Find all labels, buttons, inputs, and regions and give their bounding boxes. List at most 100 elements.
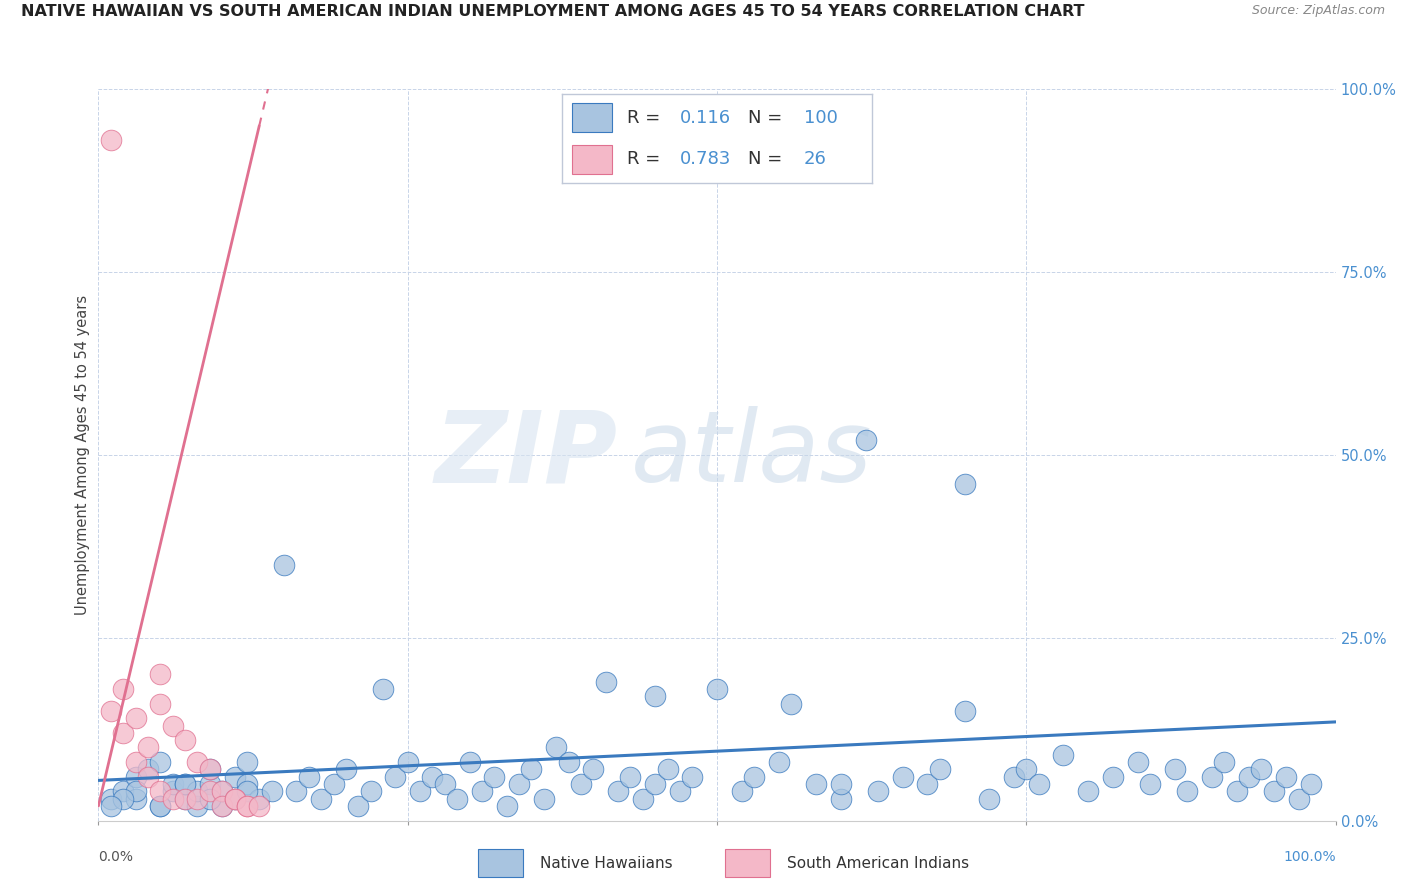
Point <box>396 755 419 769</box>
Point <box>174 791 197 805</box>
Point <box>546 740 568 755</box>
Point <box>384 770 406 784</box>
Point <box>433 777 456 791</box>
Text: 26: 26 <box>804 150 827 168</box>
Point <box>149 755 172 769</box>
Point <box>1002 770 1025 784</box>
Point <box>1052 747 1074 762</box>
Point <box>236 799 259 814</box>
Point <box>458 755 481 769</box>
Point <box>224 791 246 805</box>
Text: 0.783: 0.783 <box>681 150 731 168</box>
Point <box>162 718 184 732</box>
Point <box>508 777 530 791</box>
Point <box>236 777 259 791</box>
Point <box>1102 770 1125 784</box>
Point <box>149 697 172 711</box>
Point <box>124 784 146 798</box>
Point <box>112 784 135 798</box>
Point <box>422 770 444 784</box>
Text: R =: R = <box>627 150 661 168</box>
Text: 0.0%: 0.0% <box>98 850 134 863</box>
Point <box>780 697 803 711</box>
Point <box>446 791 468 805</box>
Point <box>953 704 976 718</box>
Point <box>644 777 666 791</box>
Point <box>174 777 197 791</box>
Point <box>174 733 197 747</box>
Point <box>136 740 159 755</box>
Point <box>471 784 494 798</box>
Point <box>1126 755 1149 769</box>
Point <box>247 799 270 814</box>
Point <box>186 784 208 798</box>
Point <box>1028 777 1050 791</box>
Text: R =: R = <box>627 109 661 127</box>
Point <box>100 704 122 718</box>
Point <box>495 799 517 814</box>
Text: South American Indians: South American Indians <box>787 855 970 871</box>
Point <box>1288 791 1310 805</box>
Point <box>285 784 308 798</box>
Point <box>247 791 270 805</box>
Point <box>260 784 283 798</box>
Point <box>198 763 221 777</box>
Point <box>236 784 259 798</box>
Point <box>136 770 159 784</box>
Point <box>149 667 172 681</box>
Point <box>891 770 914 784</box>
Point <box>162 784 184 798</box>
Text: atlas: atlas <box>630 407 872 503</box>
Point <box>149 784 172 798</box>
Point <box>124 791 146 805</box>
Point <box>162 791 184 805</box>
Point <box>1201 770 1223 784</box>
Point <box>100 791 122 805</box>
Point <box>1226 784 1249 798</box>
Point <box>928 763 950 777</box>
Point <box>186 755 208 769</box>
Point <box>1077 784 1099 798</box>
Point <box>112 791 135 805</box>
FancyBboxPatch shape <box>572 145 612 174</box>
Point <box>335 763 357 777</box>
Text: 100.0%: 100.0% <box>1284 850 1336 863</box>
Point <box>657 763 679 777</box>
Point <box>520 763 543 777</box>
Point <box>917 777 939 791</box>
Point <box>768 755 790 769</box>
Point <box>360 784 382 798</box>
Point <box>211 799 233 814</box>
Point <box>1175 784 1198 798</box>
Point <box>124 711 146 725</box>
Point <box>1250 763 1272 777</box>
Point <box>484 770 506 784</box>
Text: Native Hawaiians: Native Hawaiians <box>540 855 672 871</box>
Point <box>866 784 889 798</box>
Point <box>198 777 221 791</box>
Point <box>224 770 246 784</box>
Text: 100: 100 <box>804 109 838 127</box>
Point <box>731 784 754 798</box>
Point <box>211 799 233 814</box>
Point <box>149 799 172 814</box>
Point <box>595 674 617 689</box>
Point <box>371 681 394 696</box>
Point <box>298 770 321 784</box>
Point <box>273 558 295 572</box>
Point <box>236 799 259 814</box>
Point <box>1237 770 1260 784</box>
Text: N =: N = <box>748 150 782 168</box>
Point <box>100 799 122 814</box>
Point <box>706 681 728 696</box>
Point <box>124 770 146 784</box>
Point <box>322 777 344 791</box>
Text: ZIP: ZIP <box>434 407 619 503</box>
Text: N =: N = <box>748 109 782 127</box>
Point <box>162 777 184 791</box>
Point <box>669 784 692 798</box>
Point <box>1263 784 1285 798</box>
FancyBboxPatch shape <box>478 849 523 877</box>
Point <box>953 477 976 491</box>
Point <box>211 784 233 798</box>
